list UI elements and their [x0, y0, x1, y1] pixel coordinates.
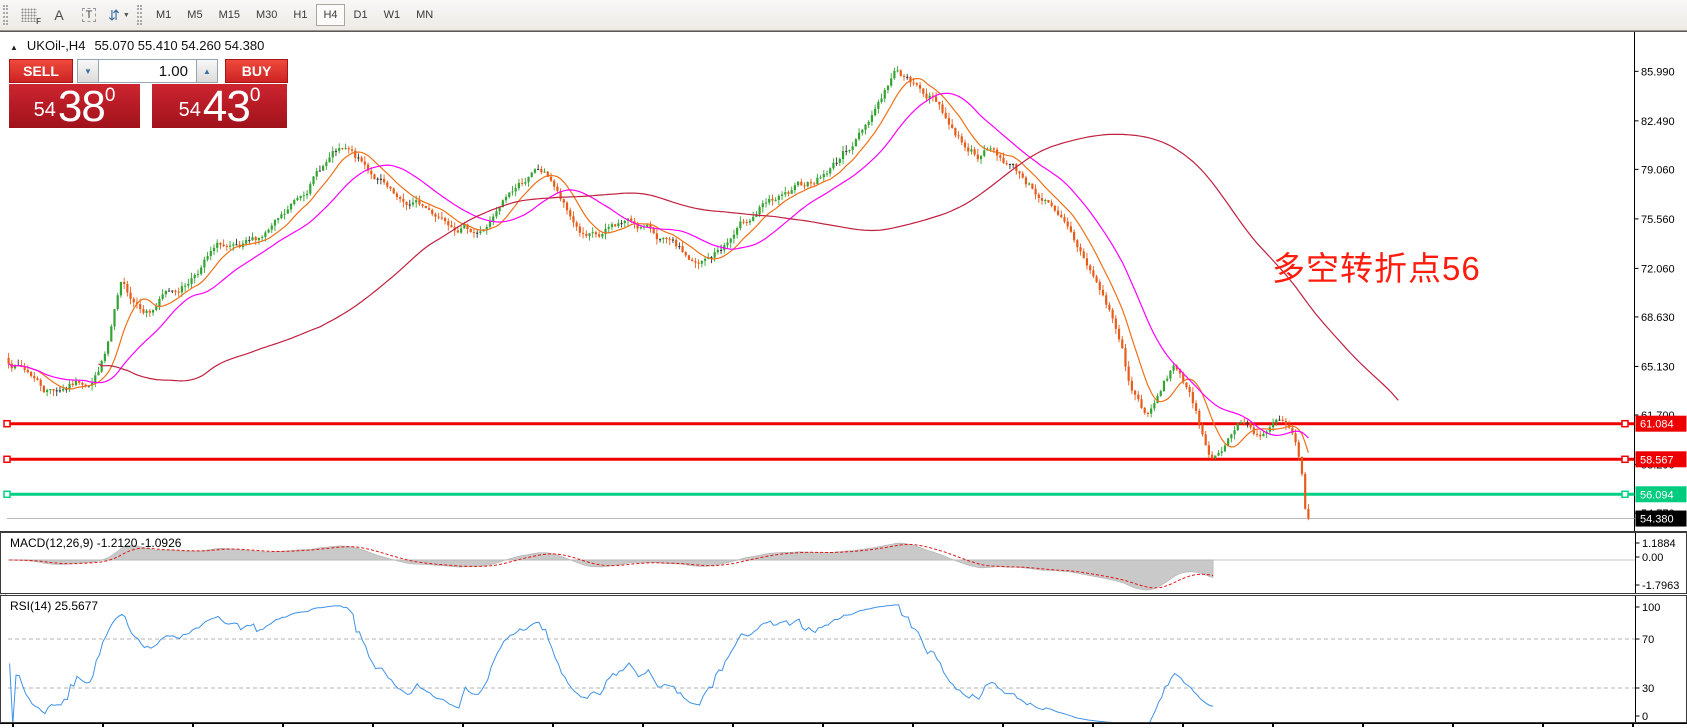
time-axis[interactable] — [0, 723, 1687, 728]
timeframe-button-group: M1 M5 M15 M30 H1 H4 D1 W1 MN — [148, 4, 441, 26]
top-toolbar: F A T ⇵ ▼ M1 M5 M15 M30 H1 H4 D1 W1 MN — [0, 0, 1687, 31]
svg-text:65.130: 65.130 — [1641, 361, 1675, 373]
ma-medium — [8, 92, 1309, 439]
rsi-canvas[interactable]: 100 70 30 0 — [1, 596, 1686, 722]
buy-price-big: 43 — [202, 81, 251, 131]
svg-text:0.00: 0.00 — [1642, 552, 1663, 564]
sell-button[interactable]: SELL — [9, 59, 73, 83]
tf-button-H4[interactable]: H4 — [316, 4, 345, 26]
svg-text:56.094: 56.094 — [1640, 489, 1674, 501]
volume-increase-button[interactable]: ▲ — [196, 59, 218, 83]
svg-text:100: 100 — [1642, 602, 1660, 614]
svg-text:61.084: 61.084 — [1640, 419, 1674, 431]
sell-price-big: 38 — [57, 81, 106, 131]
svg-text:68.630: 68.630 — [1641, 312, 1675, 324]
svg-text:58.567: 58.567 — [1640, 454, 1674, 466]
tf-button-M30[interactable]: M30 — [249, 4, 284, 26]
buy-price-sup: 0 — [249, 85, 261, 106]
tf-button-M1[interactable]: M1 — [149, 4, 178, 26]
tf-button-M5[interactable]: M5 — [180, 4, 209, 26]
svg-text:54.380: 54.380 — [1640, 514, 1674, 526]
price-chart-panel: 85.990 82.490 79.060 75.560 72.060 68.630 65.1… — [0, 31, 1687, 532]
one-click-trading-panel: SELL ▼ ▲ BUY 54 38 0 54 43 0 — [9, 59, 291, 128]
text-a-icon[interactable]: A — [46, 3, 72, 27]
svg-text:72.060: 72.060 — [1641, 263, 1675, 275]
ohlc-values-label: 55.070 55.410 54.260 54.380 — [94, 38, 265, 53]
chart-title: ▲ UKOil-,H4 55.070 55.410 54.260 54.380 — [10, 38, 264, 53]
price-level-labels: 61.084 58.567 56.094 54.380 — [1635, 415, 1687, 527]
tf-button-MN[interactable]: MN — [409, 4, 440, 26]
dots-grid-icon: F — [21, 8, 41, 26]
macd-canvas[interactable]: 1.1884 0.00 -1.7963 — [1, 533, 1686, 593]
arrow-objects-icon[interactable]: ⇵ ▼ — [106, 3, 132, 27]
tf-button-D1[interactable]: D1 — [347, 4, 375, 26]
sell-price-prefix: 54 — [33, 99, 56, 121]
tf-button-H1[interactable]: H1 — [286, 4, 314, 26]
macd-label: MACD(12,26,9) -1.2120 -1.0926 — [10, 536, 182, 550]
dropdown-caret-icon: ▼ — [122, 11, 130, 19]
volume-decrease-button[interactable]: ▼ — [77, 59, 99, 83]
sell-price-tile[interactable]: 54 38 0 — [9, 84, 140, 128]
macd-panel: 1.1884 0.00 -1.7963 MACD(12,26,9) -1.2120 … — [0, 532, 1687, 594]
svg-text:79.060: 79.060 — [1641, 164, 1675, 176]
grid-f-icon[interactable]: F — [16, 3, 42, 27]
tf-button-W1[interactable]: W1 — [377, 4, 408, 26]
svg-text:-1.7963: -1.7963 — [1642, 580, 1679, 592]
svg-text:0: 0 — [1642, 711, 1648, 722]
collapse-triangle-icon[interactable]: ▲ — [10, 43, 18, 52]
svg-text:70: 70 — [1642, 634, 1654, 646]
toolbar-separator[interactable] — [137, 5, 142, 25]
svg-text:1.1884: 1.1884 — [1642, 538, 1676, 550]
svg-text:30: 30 — [1642, 683, 1654, 695]
price-chart-canvas[interactable]: 85.990 82.490 79.060 75.560 72.060 68.630 65.1… — [0, 32, 1687, 531]
toolbar-drag-handle[interactable] — [3, 5, 8, 25]
buy-price-tile[interactable]: 54 43 0 — [152, 84, 287, 128]
macd-signal-line — [9, 543, 1214, 589]
text-label-icon[interactable]: T — [76, 3, 102, 27]
rsi-panel: 100 70 30 0 RSI(14) 25.5677 — [0, 595, 1687, 723]
tf-button-M15[interactable]: M15 — [212, 4, 247, 26]
chart-annotation-text: 多空转折点56 — [1272, 250, 1481, 287]
rsi-line — [9, 604, 1214, 722]
buy-button[interactable]: BUY — [225, 59, 288, 83]
horizontal-level-lines — [3, 419, 1635, 520]
svg-text:85.990: 85.990 — [1641, 66, 1675, 78]
volume-input[interactable] — [99, 59, 196, 83]
buy-price-prefix: 54 — [178, 99, 201, 121]
svg-text:82.490: 82.490 — [1641, 116, 1675, 128]
macd-histogram — [8, 542, 1214, 591]
svg-text:75.560: 75.560 — [1641, 214, 1675, 226]
sell-price-sup: 0 — [104, 85, 116, 106]
ma-slow — [98, 133, 1399, 401]
symbol-period-label: UKOil-,H4 — [26, 38, 86, 53]
rsi-label: RSI(14) 25.5677 — [10, 599, 99, 613]
